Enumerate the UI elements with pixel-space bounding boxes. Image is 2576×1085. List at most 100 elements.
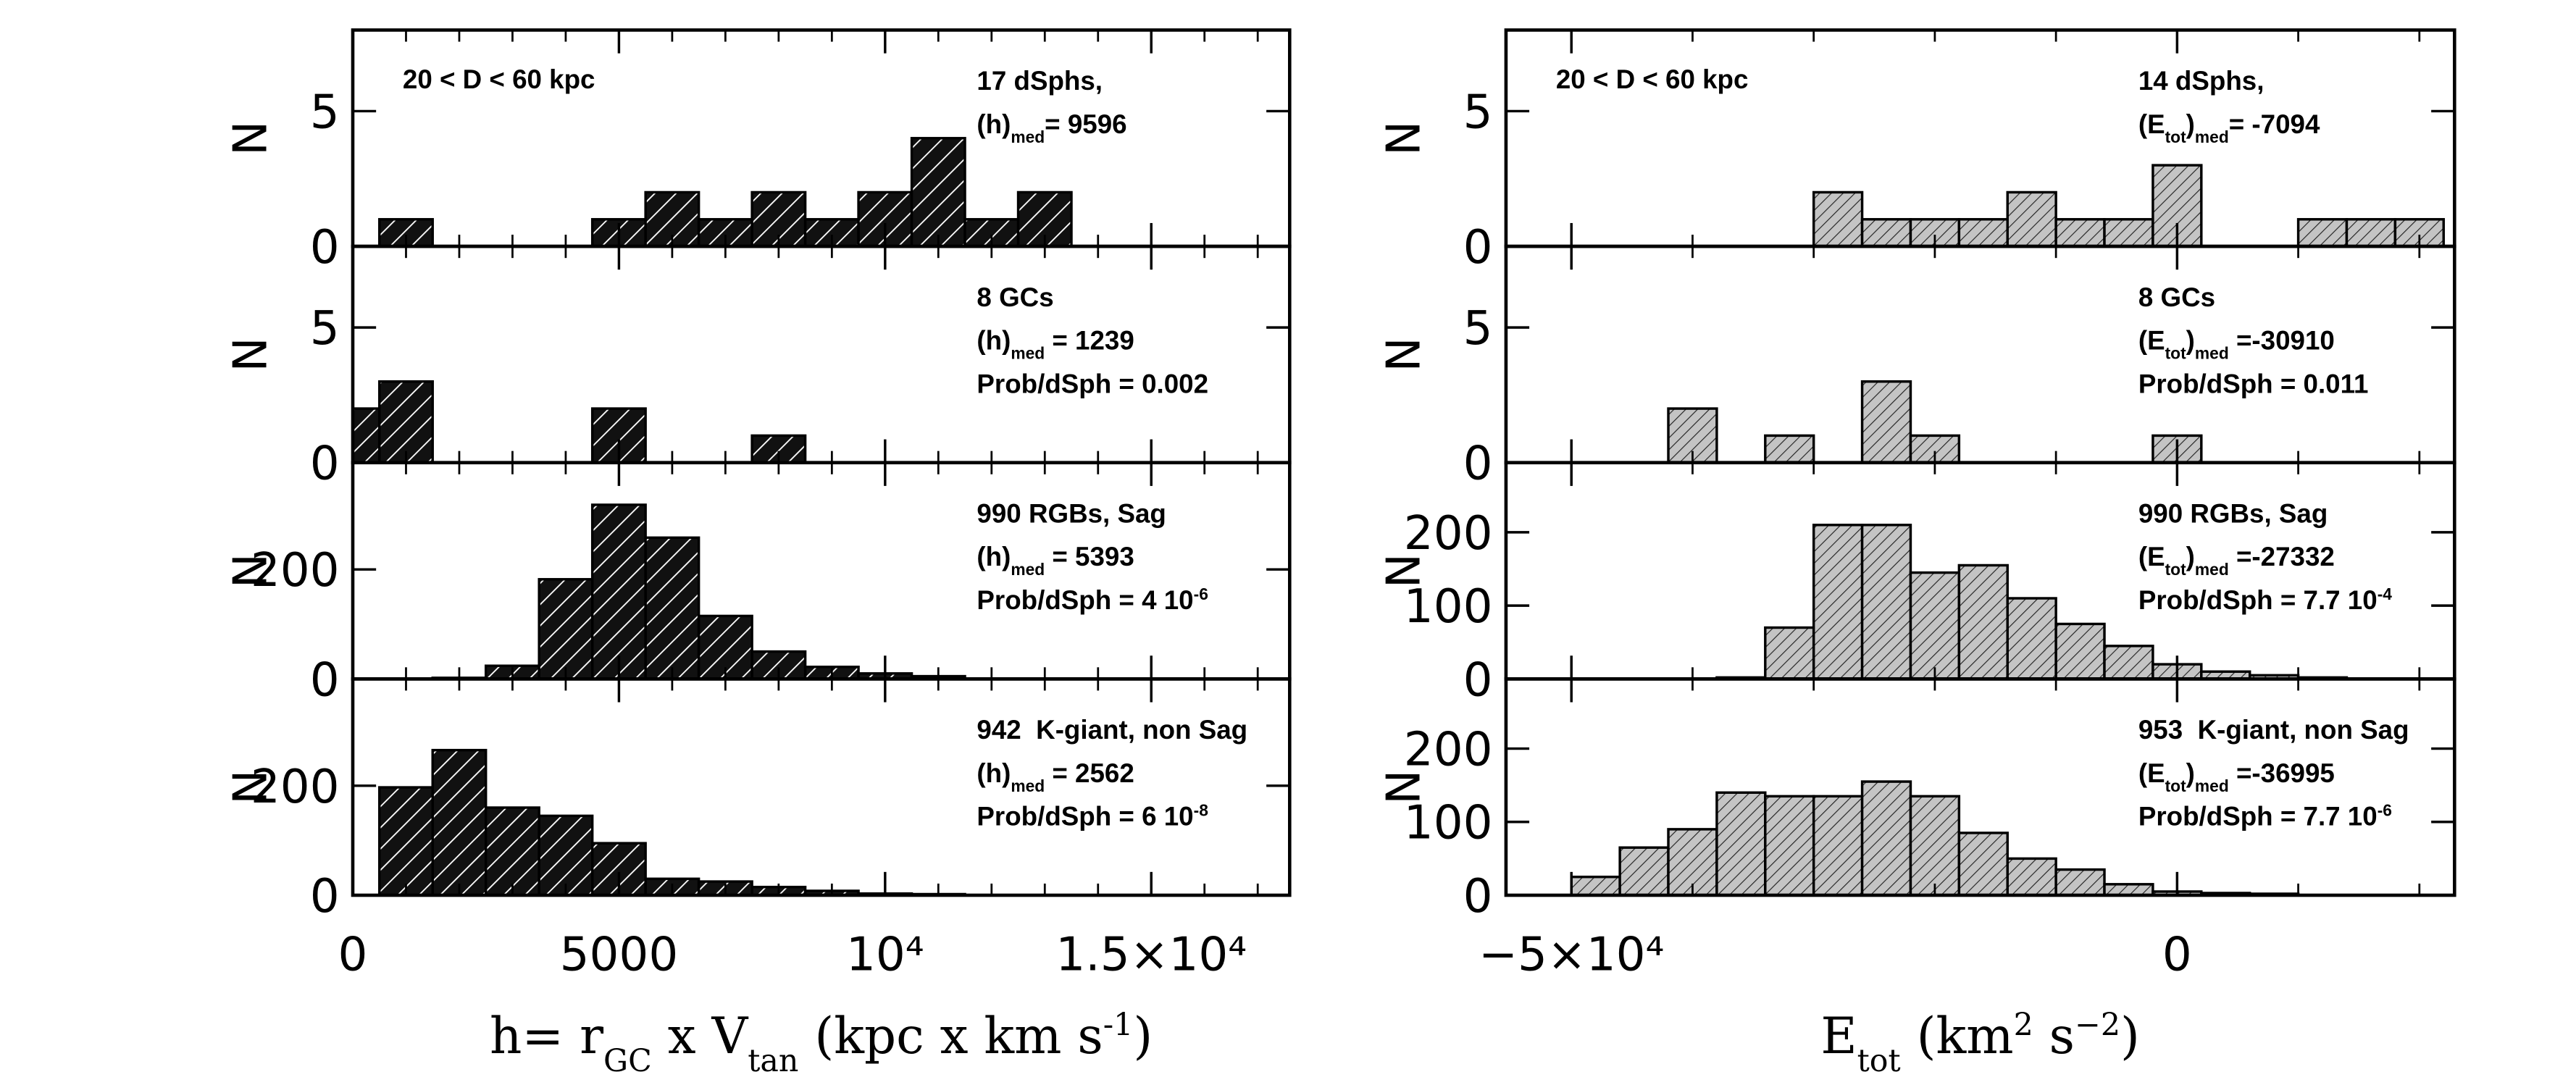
y-tick-label: 100 (1404, 579, 1493, 634)
text-segment: ) (2186, 326, 2195, 356)
bar (1860, 218, 1912, 247)
x-tick-label: 10⁴ (846, 927, 924, 981)
bar (2006, 857, 2057, 895)
annotation: 942 K-giant, non Sag (977, 715, 1247, 745)
text-segment: 2 (2014, 1007, 2033, 1043)
bar (2054, 622, 2106, 679)
text-segment: ) (1133, 1008, 1153, 1065)
bar (1764, 795, 1815, 895)
text-segment: tot (2165, 560, 2186, 579)
bar (2006, 190, 2057, 247)
text-segment: tan (748, 1043, 798, 1079)
text-segment: (h) (977, 542, 1011, 571)
bar (1764, 626, 1815, 679)
text-segment: med (1011, 344, 1045, 363)
bar (1957, 218, 2009, 247)
text-segment: med (2195, 776, 2229, 795)
panel (1715, 524, 2349, 679)
x-tick-label: −5×10⁴ (1479, 927, 1664, 981)
panel (1667, 380, 2203, 463)
y-tick-label: 0 (1463, 869, 1493, 923)
text-segment: Prob/dSph = 0.011 (2138, 369, 2369, 398)
text-segment: E (1820, 1008, 1857, 1065)
bar (910, 137, 966, 247)
text-segment: = 2562 (1045, 758, 1134, 788)
annotation: 953 K-giant, non Sag (2138, 715, 2409, 745)
text-segment: =-30910 (2229, 326, 2335, 356)
text-segment: med (1011, 560, 1045, 579)
bar (590, 503, 647, 679)
text-segment: 8 GCs (2138, 282, 2215, 312)
y-tick-label: 0 (1463, 220, 1493, 275)
annotation: Prob/dSph = 7.7 10-4 (2138, 585, 2392, 615)
annotation: (h)med= 9596 (977, 109, 1126, 146)
text-segment: med (2195, 344, 2229, 363)
y-tick-label: 0 (310, 869, 340, 923)
y-tick-label: 0 (1463, 437, 1493, 491)
bar (1909, 795, 1961, 895)
text-segment: -1 (1103, 1007, 1134, 1043)
bar (644, 536, 701, 679)
text-segment: = 5393 (1045, 542, 1134, 571)
bar (2103, 645, 2154, 679)
panel (352, 380, 807, 463)
panel-frame (1504, 677, 2456, 897)
text-segment: med (2195, 560, 2229, 579)
text-segment: ) (2186, 758, 2195, 788)
panel (1570, 780, 2300, 895)
text-segment: x V (652, 1008, 749, 1065)
bar (378, 786, 434, 895)
bar (1570, 875, 1621, 895)
bar (1860, 780, 1912, 895)
y-tick-label: 200 (251, 543, 340, 598)
text-segment: Prob/dSph = 7.7 10 (2138, 585, 2378, 615)
bar (1860, 524, 1912, 679)
panel-label: 20 < D < 60 kpc (403, 64, 595, 94)
text-segment: (h) (977, 326, 1011, 356)
text-segment: tot (1857, 1043, 1901, 1079)
panel (378, 748, 966, 895)
text-segment: 990 RGBs, Sag (977, 498, 1166, 528)
bar (1909, 571, 1961, 679)
bar (2054, 868, 2106, 895)
text-segment: ) (2186, 542, 2195, 571)
text-segment: (E (2138, 542, 2165, 571)
text-segment: 8 GCs (977, 282, 1053, 312)
annotation: 8 GCs (977, 282, 1053, 312)
x-tick-label: 0 (338, 927, 368, 981)
y-axis-label: N (224, 121, 278, 156)
bar (1764, 434, 1815, 463)
panel-label: 20 < D < 60 kpc (1556, 64, 1749, 94)
bar (2006, 597, 2057, 679)
bar (1715, 791, 1767, 895)
text-segment: Prob/dSph = 6 10 (977, 802, 1193, 831)
annotation: Prob/dSph = 4 10-6 (977, 585, 1208, 615)
y-tick-label: 0 (310, 437, 340, 491)
text-segment: Prob/dSph = 7.7 10 (2138, 802, 2378, 831)
text-segment: (E (2138, 758, 2165, 788)
bar (857, 190, 913, 247)
panel-frame (351, 677, 1292, 897)
bar (1957, 831, 2009, 895)
y-axis-label: N (1376, 770, 1431, 805)
annotation: 990 RGBs, Sag (977, 498, 1166, 528)
y-axis-label: N (224, 337, 278, 372)
text-segment: (kpc x km s (798, 1008, 1103, 1065)
bar (1812, 524, 1864, 679)
y-axis-label: N (1376, 121, 1431, 156)
y-tick-label: 200 (251, 760, 340, 814)
bar (484, 806, 540, 895)
text-segment: = 9596 (1045, 109, 1126, 139)
y-tick-label: 5 (310, 85, 340, 139)
annotation: 14 dSphs, (2138, 66, 2265, 96)
text-segment: 953 K-giant, non Sag (2138, 715, 2409, 745)
y-axis-label: N (224, 553, 278, 588)
annotation: 990 RGBs, Sag (2138, 498, 2328, 528)
text-segment: (E (2138, 326, 2165, 356)
text-segment: s (2033, 1008, 2075, 1065)
annotation: Prob/dSph = 6 10-8 (977, 801, 1208, 831)
annotation: Prob/dSph = 0.002 (977, 369, 1208, 398)
annotation: (h)med = 5393 (977, 542, 1134, 579)
annotation: (h)med = 2562 (977, 758, 1134, 795)
y-tick-label: 5 (1463, 85, 1493, 139)
